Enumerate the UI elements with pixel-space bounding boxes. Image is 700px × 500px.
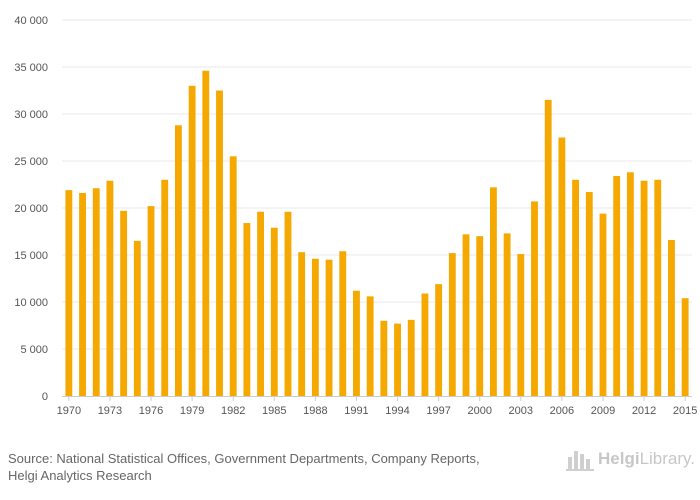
bar-2006 <box>558 137 566 396</box>
bar-2001 <box>489 187 497 396</box>
y-tick-label: 35 000 <box>14 62 48 74</box>
bar-1988 <box>311 258 319 396</box>
bar-2005 <box>544 99 552 397</box>
source-note: Source: National Statistical Offices, Go… <box>8 450 538 484</box>
bar-1976 <box>147 206 155 396</box>
bar-1981 <box>216 90 223 396</box>
bar-1996 <box>421 293 429 396</box>
y-tick-label: 5 000 <box>20 344 48 356</box>
x-tick-label: 2012 <box>632 405 656 417</box>
bar-1980 <box>202 70 210 396</box>
y-tick-label: 25 000 <box>14 156 48 168</box>
x-tick-label: 1973 <box>98 405 122 417</box>
y-axis-ticks: 0 5 000 10 000 15 000 20 000 25 000 30 000 35 0… <box>14 15 48 403</box>
bar-1984 <box>257 211 265 396</box>
bar-1993 <box>380 320 388 396</box>
bar-2002 <box>503 233 511 396</box>
x-tick-label: 1970 <box>57 405 81 417</box>
bar-2012 <box>640 180 648 396</box>
bar-1995 <box>407 319 415 396</box>
bar-1974 <box>120 210 128 396</box>
x-tick-label: 1976 <box>139 405 163 417</box>
x-tick-label: 2009 <box>591 405 615 417</box>
bar-1977 <box>161 179 169 396</box>
bar-1983 <box>243 223 251 396</box>
x-tick-label: 2000 <box>467 405 491 417</box>
source-line-1: Source: National Statistical Offices, Go… <box>8 451 480 466</box>
bar-2007 <box>572 179 580 396</box>
y-tick-label: 20 000 <box>14 203 48 215</box>
bar-2010 <box>613 176 621 396</box>
bar-2004 <box>531 201 538 396</box>
x-tick-label: 1988 <box>303 405 327 417</box>
bar-1992 <box>366 296 374 396</box>
x-tick-label: 1982 <box>221 405 245 417</box>
x-tick-label: 2015 <box>673 405 697 417</box>
x-tick-label: 2006 <box>550 405 574 417</box>
library-icon <box>566 451 594 471</box>
y-tick-label: 15 000 <box>14 250 48 262</box>
x-tick-label: 1979 <box>180 405 204 417</box>
y-tick-label: 30 000 <box>14 109 48 121</box>
bar-1970 <box>65 190 73 396</box>
bar-2009 <box>599 213 607 396</box>
x-tick-label: 2003 <box>509 405 533 417</box>
bar-1979 <box>188 85 196 397</box>
bar-1989 <box>325 259 333 396</box>
bar-2015 <box>681 298 689 396</box>
bars <box>65 70 689 397</box>
bar-1999 <box>462 234 470 396</box>
brand-name-rest: Library. <box>639 449 695 468</box>
bar-2000 <box>476 236 484 396</box>
x-tick-label: 1991 <box>344 405 368 417</box>
bar-1991 <box>353 290 360 396</box>
bar-1990 <box>339 251 347 396</box>
x-tick-label: 1997 <box>426 405 450 417</box>
bar-1994 <box>394 323 401 396</box>
bar-2014 <box>668 239 675 396</box>
bar-1987 <box>298 252 306 396</box>
y-tick-label: 0 <box>42 391 48 403</box>
x-tick-label: 1985 <box>262 405 286 417</box>
bar-2011 <box>626 172 634 396</box>
bar-1975 <box>133 240 141 396</box>
bar-1973 <box>106 180 114 396</box>
brand-name-bold: Helgi <box>598 449 640 468</box>
bar-2013 <box>654 179 662 396</box>
x-tick-label: 1994 <box>385 405 409 417</box>
bar-1986 <box>284 211 292 396</box>
bar-2003 <box>517 254 525 396</box>
y-tick-label: 40 000 <box>14 15 48 27</box>
bar-1982 <box>229 156 237 396</box>
bar-1998 <box>448 253 456 396</box>
y-tick-label: 10 000 <box>14 297 48 309</box>
bar-1997 <box>435 284 443 396</box>
gridlines <box>62 19 692 350</box>
bar-1978 <box>174 125 182 396</box>
helgi-library-logo: Helgi Library. <box>566 447 695 471</box>
bar-1971 <box>79 192 86 396</box>
bar-1985 <box>270 227 278 396</box>
bar-2008 <box>585 192 593 396</box>
source-line-2: Helgi Analytics Research <box>8 468 152 483</box>
x-axis-ticks: 1970 1973 1976 1979 1982 1985 1988 1991 1994 1997… <box>57 396 697 417</box>
bar-chart: 0 5 000 10 000 15 000 20 000 25 000 30 000 35 0… <box>14 15 697 417</box>
bar-1972 <box>92 188 100 396</box>
